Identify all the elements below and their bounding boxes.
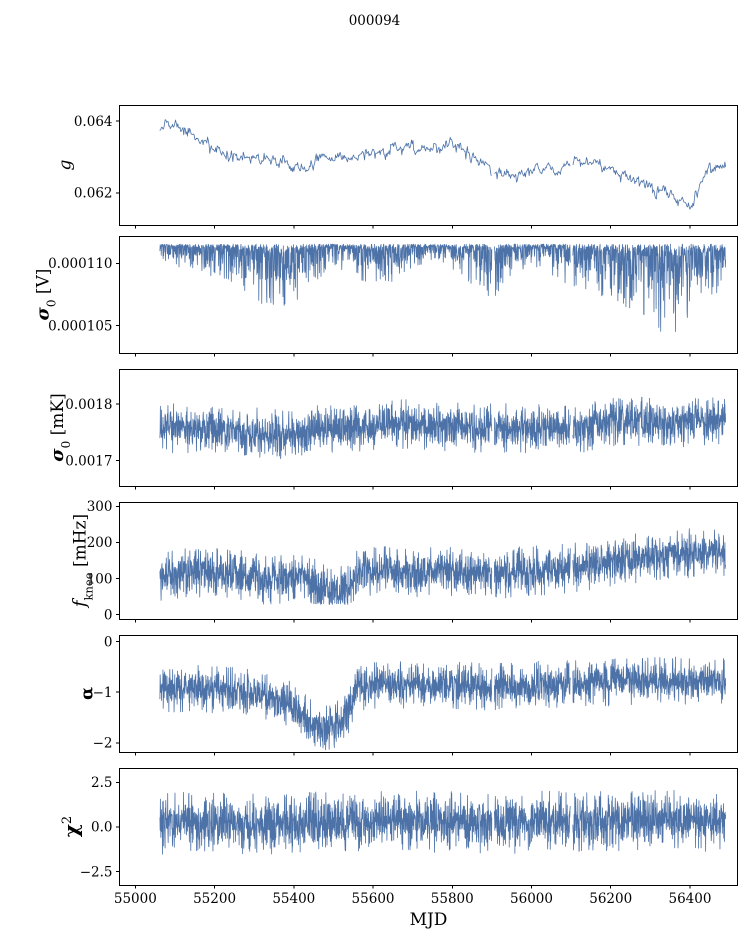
x-tick-label: 55800 <box>431 891 474 907</box>
y-axis-label-f_knee: fknee [mHz] <box>69 514 95 609</box>
y-axis-label-text: α <box>78 687 98 700</box>
panel-frame <box>119 236 738 354</box>
y-tick-label: 0.062 <box>74 186 113 202</box>
data-series-sigma0_volts <box>159 243 727 333</box>
line-f_knee <box>159 528 727 605</box>
x-tick-label: 55200 <box>193 891 236 907</box>
y-axis-label-sigma0_volts: σ0 [V] <box>32 269 58 321</box>
y-tick-label: −1 <box>93 685 113 701</box>
y-axis-label-text: g <box>56 159 76 170</box>
y-tick-label: 0 <box>104 634 113 650</box>
y-axis-label-text: χ2 <box>59 816 83 837</box>
panel-frame <box>119 105 738 226</box>
x-tick-label: 55000 <box>114 891 157 907</box>
y-tick-label: 0.0017 <box>65 453 112 469</box>
y-axis-label-alpha: α <box>78 687 98 700</box>
panel-frame <box>119 369 738 487</box>
y-tick-label: 100 <box>87 571 113 587</box>
line-sigma0_volts <box>159 243 727 333</box>
data-series-chi2 <box>159 790 727 855</box>
y-tick-label: −2 <box>93 736 113 752</box>
data-series-sigma0_mk <box>159 396 727 460</box>
panel-frame <box>119 635 738 753</box>
x-tick-label: 56000 <box>510 891 553 907</box>
y-axis-label-gain: g <box>56 159 76 170</box>
data-series-alpha <box>159 656 727 751</box>
y-axis-label-sigma0_mk: σ0 [mK] <box>47 393 73 461</box>
y-axis-label-text: fknee [mHz] <box>69 514 95 609</box>
y-tick-label: 0.000110 <box>48 256 112 272</box>
line-gain <box>159 119 727 210</box>
line-sigma0_mk <box>159 396 727 460</box>
y-tick-label: 0.064 <box>74 114 113 130</box>
y-tick-label: 200 <box>87 535 113 551</box>
y-axis-label-text: σ0 [V] <box>32 269 58 321</box>
x-tick-label: 56400 <box>668 891 711 907</box>
y-axis-label-chi2: χ2 <box>59 816 83 837</box>
line-alpha <box>159 656 727 751</box>
y-tick-label: 0.0018 <box>65 397 112 413</box>
panel-frame <box>119 502 738 620</box>
data-series-f_knee <box>159 528 727 605</box>
y-tick-label: 0 <box>104 607 113 623</box>
y-tick-label: 300 <box>87 499 113 515</box>
y-axis-label-text: σ0 [mK] <box>47 393 73 461</box>
line-chi2 <box>159 790 727 855</box>
figure-title: 000094 <box>349 13 401 29</box>
y-tick-label: 2.5 <box>91 775 112 791</box>
x-axis-label: MJD <box>410 910 448 930</box>
y-tick-label: 0.0 <box>91 820 112 836</box>
x-tick-label: 55400 <box>272 891 315 907</box>
panel-gain: 0.062 0.064 g <box>56 105 738 229</box>
y-tick-label: −2.5 <box>80 864 113 880</box>
x-tick-label: 55600 <box>352 891 395 907</box>
panel-alpha: 0 −1 −2 α <box>78 634 738 756</box>
data-series-gain <box>159 119 727 210</box>
x-tick-label: 56200 <box>589 891 632 907</box>
y-tick-label: 0.000105 <box>48 318 112 334</box>
